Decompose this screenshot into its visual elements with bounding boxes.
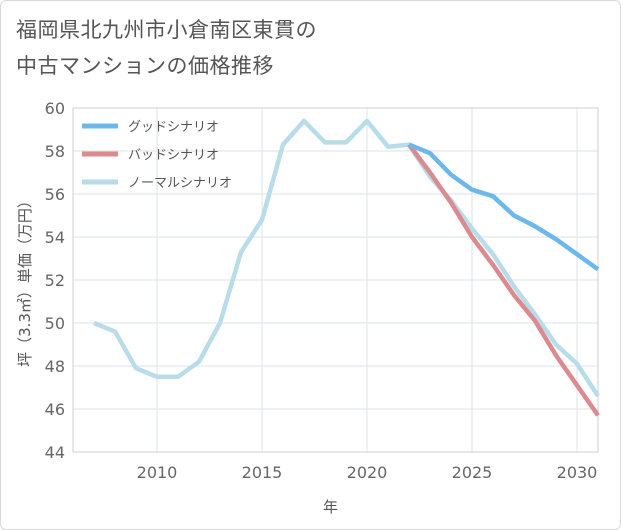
series-line-1 bbox=[407, 143, 600, 417]
y-tick-label: 60 bbox=[45, 99, 65, 118]
y-axis-title: 坪（3.3㎡）単価（万円） bbox=[16, 193, 34, 367]
legend-label-0: グッドシナリオ bbox=[128, 120, 219, 135]
legend-label-2: ノーマルシナリオ bbox=[128, 176, 232, 191]
axes bbox=[72, 107, 599, 453]
y-tick-label: 52 bbox=[45, 271, 65, 290]
x-tick-label: 2020 bbox=[347, 463, 388, 482]
chart-title-line-1: 福岡県北九州市小倉南区東貫の bbox=[16, 18, 317, 42]
y-tick-label: 44 bbox=[45, 443, 65, 462]
y-tick-label: 46 bbox=[45, 400, 65, 419]
y-tick-label: 50 bbox=[45, 314, 65, 333]
series-line-2 bbox=[93, 118, 600, 398]
series-lines bbox=[93, 118, 600, 417]
y-tick-label: 58 bbox=[45, 142, 65, 161]
y-tick-label: 54 bbox=[45, 228, 65, 247]
y-tick-label: 48 bbox=[45, 357, 65, 376]
x-tick-label: 2025 bbox=[452, 463, 493, 482]
legend-label-1: バッドシナリオ bbox=[128, 148, 219, 163]
x-tick-label: 2010 bbox=[137, 463, 178, 482]
plot-area-border bbox=[72, 107, 599, 453]
x-tick-label: 2030 bbox=[557, 463, 598, 482]
chart-title-line-2: 中古マンションの価格推移 bbox=[16, 54, 274, 78]
series-line-0 bbox=[408, 142, 600, 272]
axis-labels: 44 46 48 50 52 54 56 58 60 2010 2015 2020 2025 2030 年 坪… bbox=[16, 99, 597, 516]
x-axis-title: 年 bbox=[323, 498, 338, 516]
y-tick-label: 56 bbox=[45, 185, 65, 204]
x-tick-label: 2015 bbox=[242, 463, 283, 482]
chart-title: 福岡県北九州市小倉南区東貫の 中古マンションの価格推移 bbox=[16, 12, 456, 84]
